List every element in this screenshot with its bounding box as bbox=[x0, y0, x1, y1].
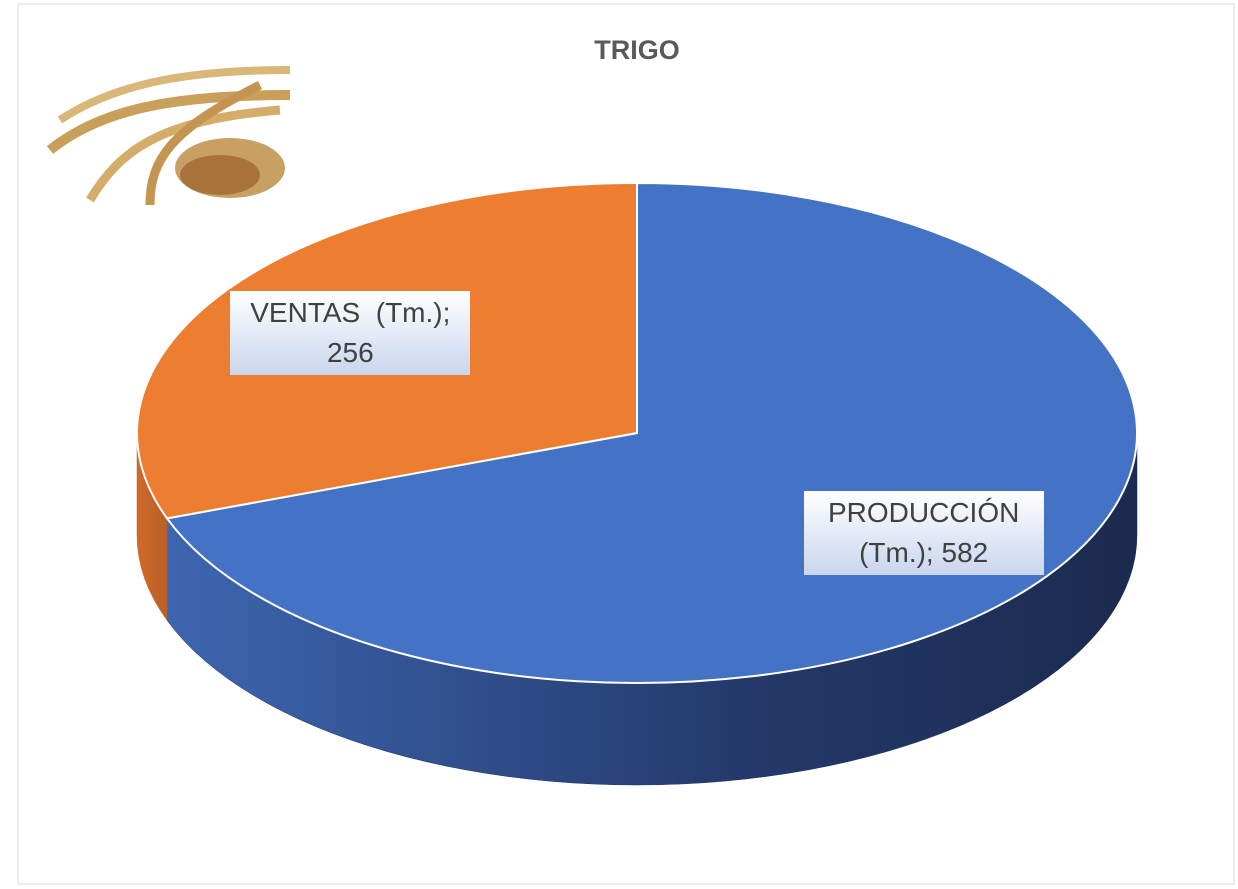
data-label: VENTAS (Tm.); 256 bbox=[230, 290, 471, 375]
chart-title: TRIGO bbox=[594, 35, 680, 65]
wheat-image bbox=[46, 66, 291, 206]
data-label: PRODUCCIÓN (Tm.); 582 bbox=[803, 491, 1044, 576]
